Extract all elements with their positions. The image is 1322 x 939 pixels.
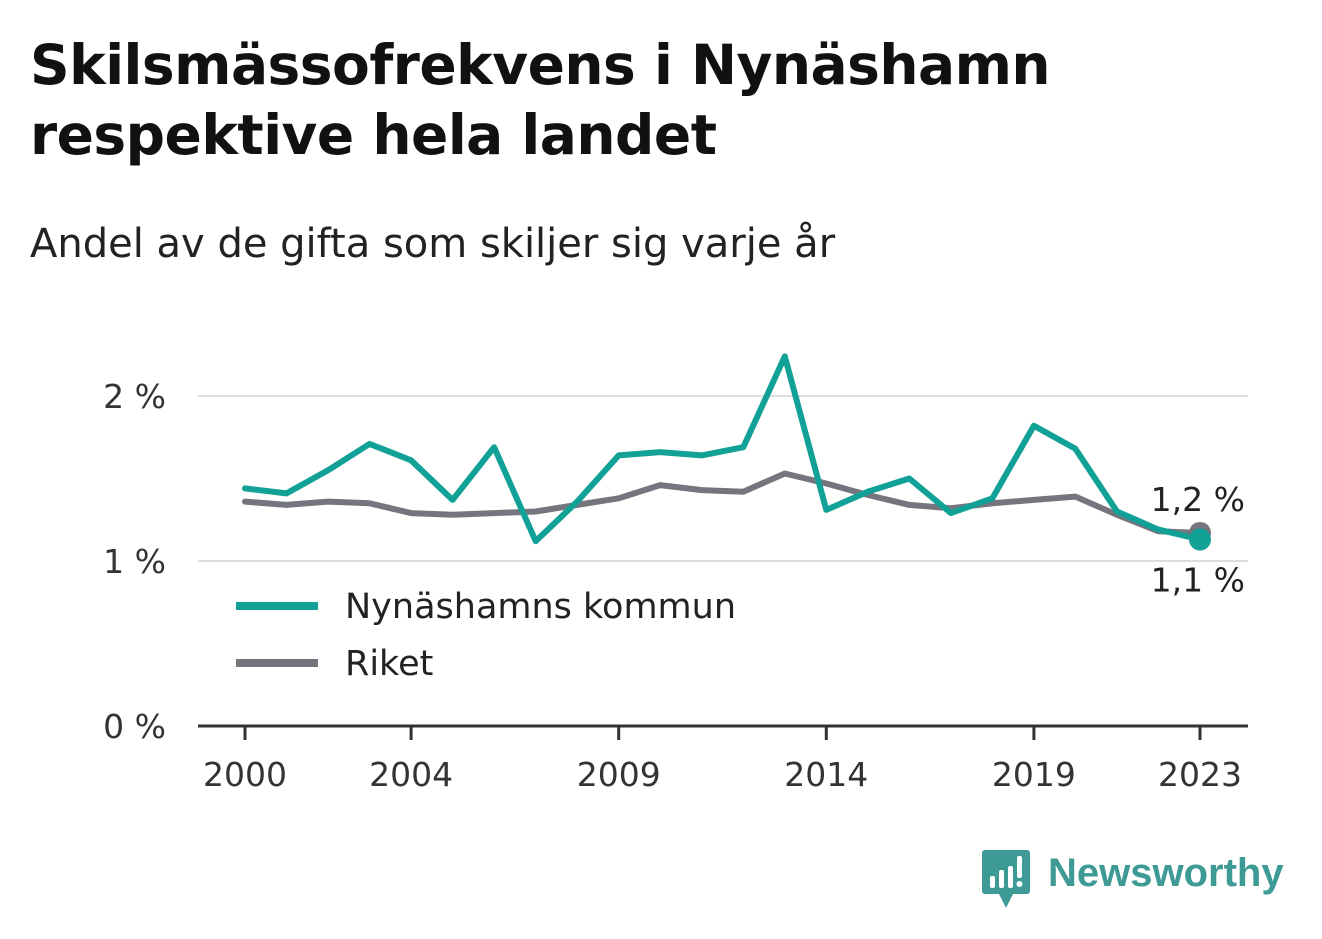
- axis-layer: 0 % 1 % 2 % 2000 2004 2009 2014 2019 2023: [103, 377, 1248, 794]
- chart-title: Skilsmässofrekvens i Nynäshamn respektiv…: [30, 30, 1270, 170]
- x-tick-label: 2000: [203, 755, 287, 794]
- newsworthy-logo-text: Newsworthy: [1048, 851, 1284, 895]
- newsworthy-logo-icon: [982, 850, 1030, 908]
- x-tick-label: 2004: [369, 755, 453, 794]
- legend: Nynäshamns kommun Riket: [236, 587, 736, 684]
- grid-layer: [198, 395, 1248, 562]
- series-line-riket: [242, 470, 1203, 536]
- end-labels: 1,2 % 1,1 %: [1151, 480, 1245, 600]
- x-tick-label: 2009: [577, 755, 661, 794]
- end-value-label-nynashamn: 1,1 %: [1151, 561, 1245, 600]
- y-tick-label: 0 %: [103, 707, 166, 746]
- chart-title-line-1: Skilsmässofrekvens i Nynäshamn: [30, 33, 1051, 97]
- series-line-nynashamn: [242, 353, 1203, 545]
- legend-label: Riket: [345, 644, 433, 684]
- x-tick-label: 2019: [992, 755, 1076, 794]
- series-layer: [242, 353, 1211, 551]
- chart-subtitle: Andel av de gifta som skiljer sig varje …: [30, 221, 836, 267]
- legend-label: Nynäshamns kommun: [345, 587, 736, 627]
- series-end-marker-nynashamn: [1189, 528, 1211, 551]
- y-tick-label: 2 %: [103, 377, 166, 416]
- x-tick-label: 2023: [1158, 755, 1242, 794]
- x-tick-label: 2014: [784, 755, 868, 794]
- y-tick-label: 1 %: [103, 542, 166, 581]
- end-value-label-riket: 1,2 %: [1151, 480, 1245, 519]
- chart-title-line-2: respektive hela landet: [30, 103, 717, 167]
